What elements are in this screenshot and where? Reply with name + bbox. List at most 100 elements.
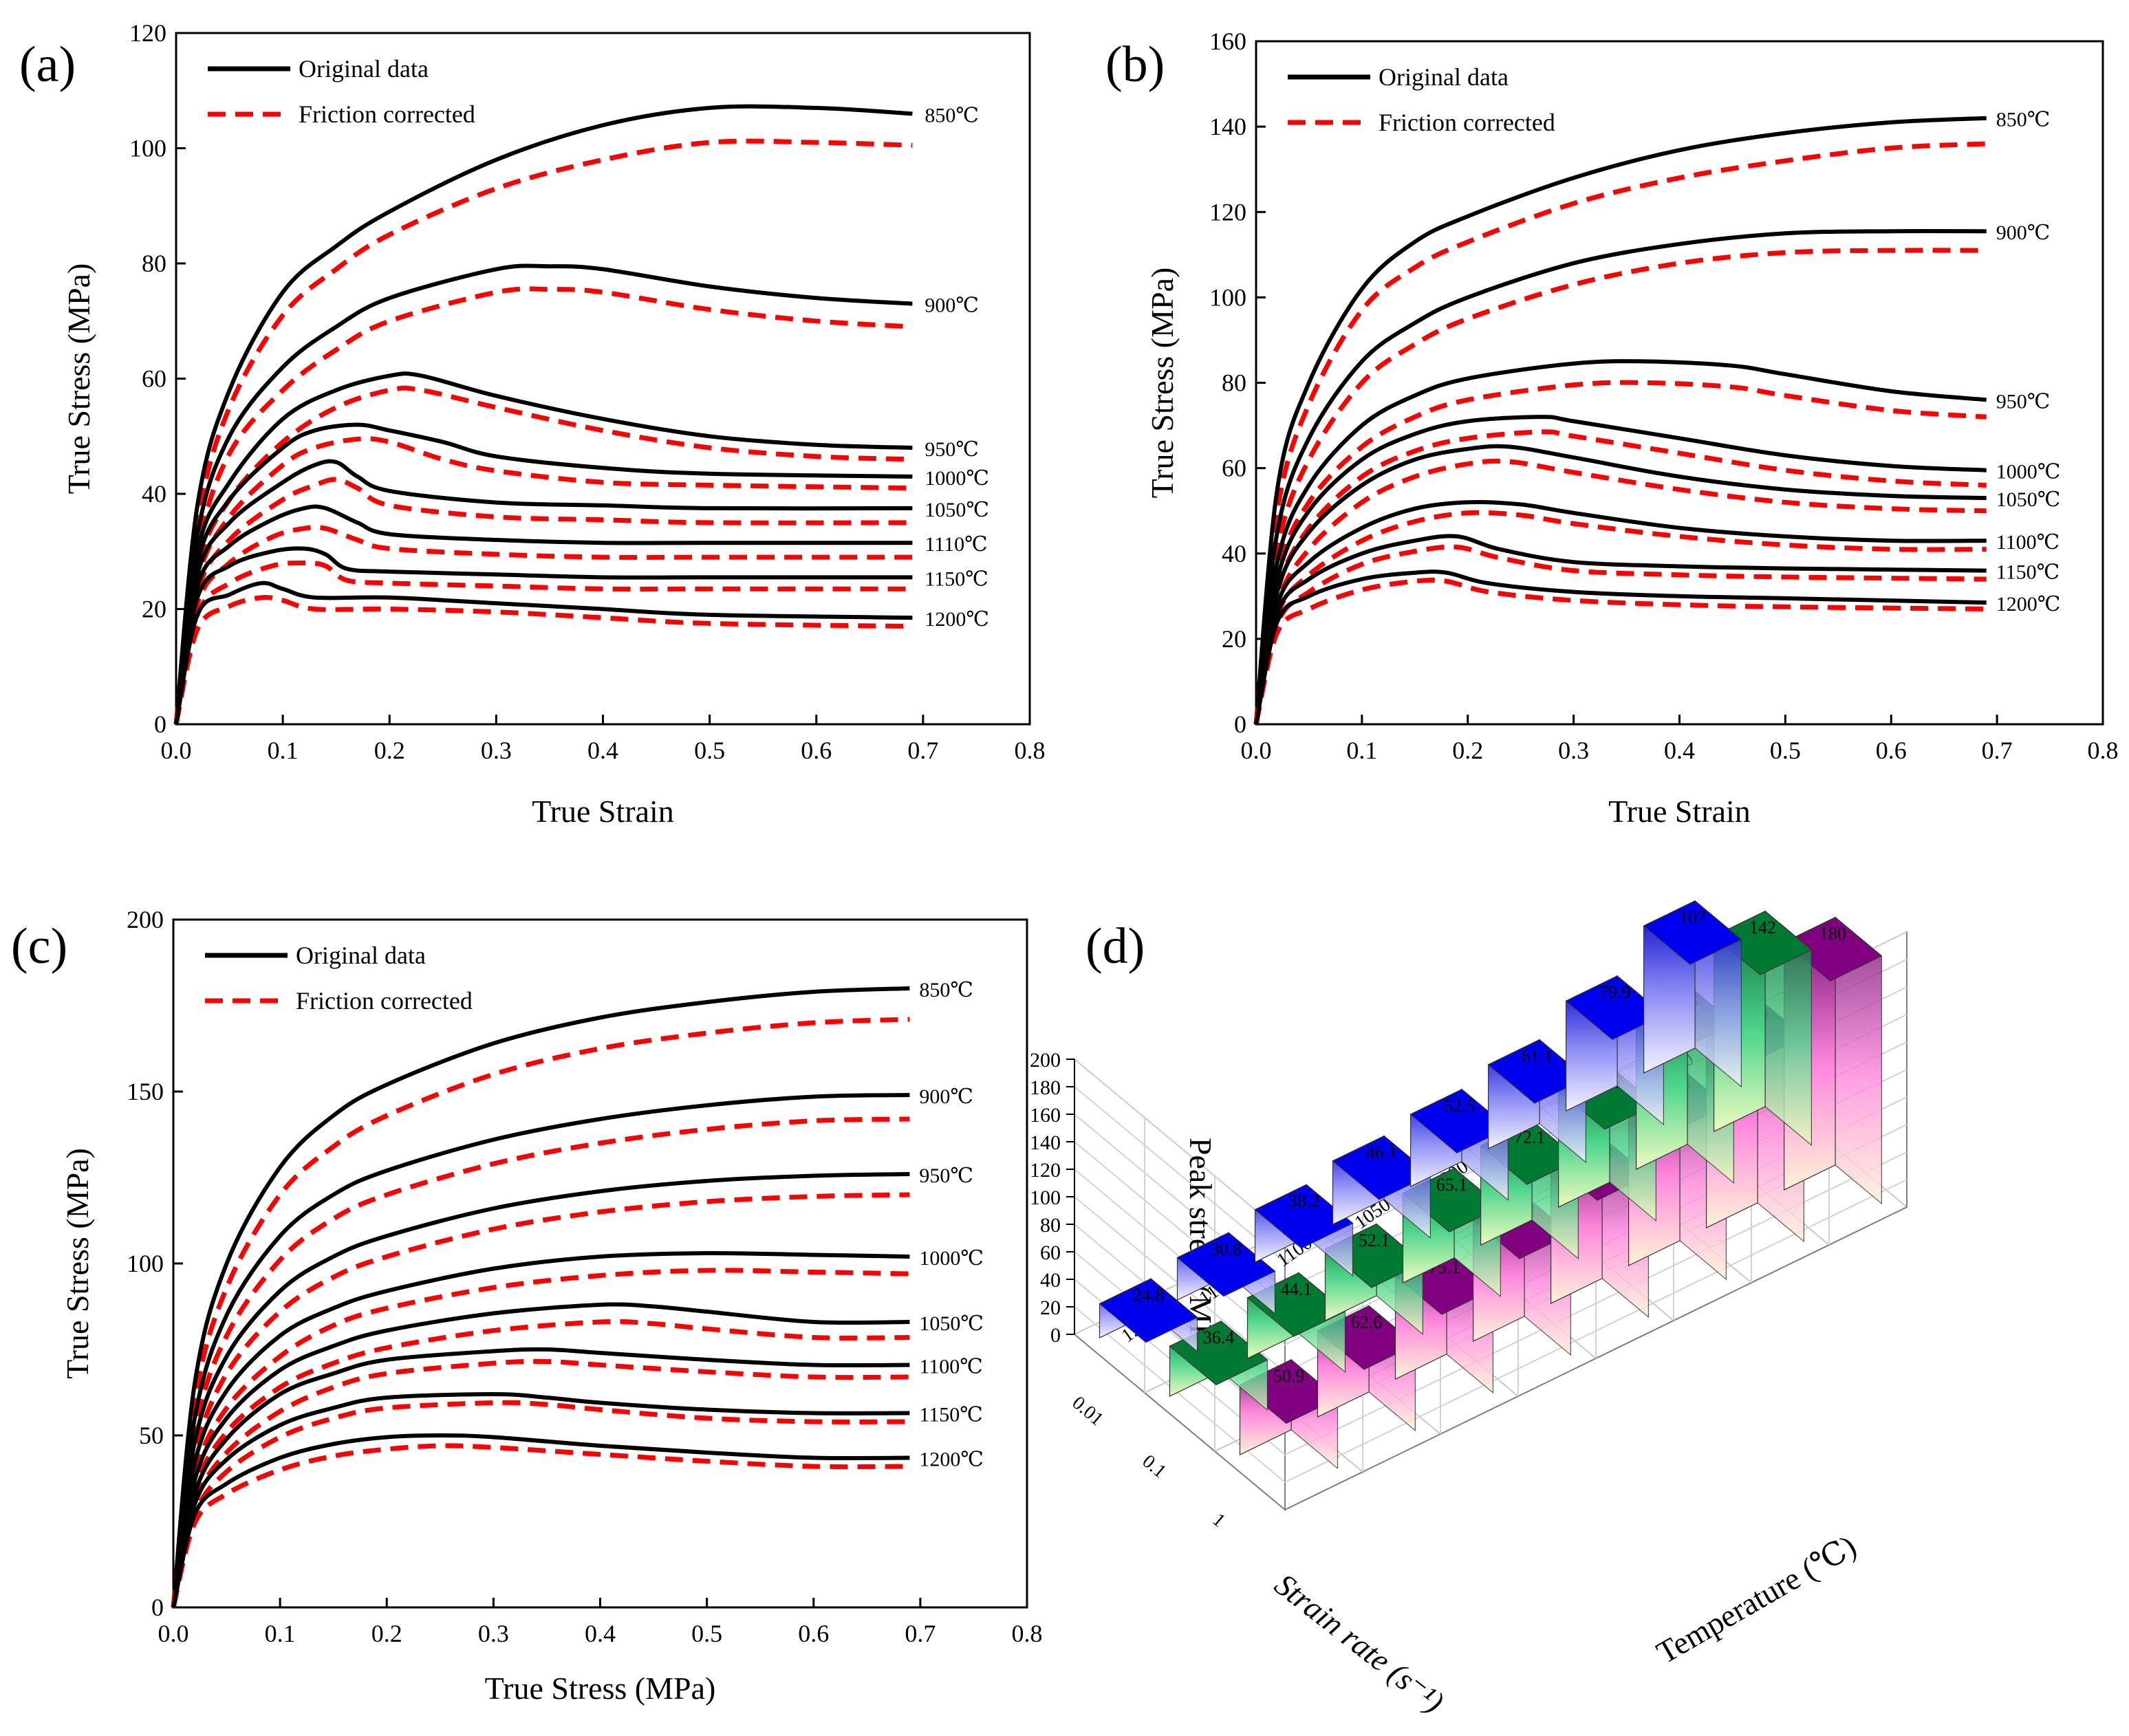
curve-friction-corrected: [171, 1319, 910, 1608]
strain-rate-tick-label: 0.01: [1068, 1392, 1107, 1430]
panel-b: (b) 0.0 0.1 0.2 0.3 0.4 0.5 0.6 0.7 0.8 0 20 40 60 80 1…: [1105, 28, 2119, 829]
curve-friction-corrected: [171, 1268, 910, 1608]
x-axis-title: True Strain: [1608, 794, 1751, 829]
y-tick-label: 50: [139, 1422, 164, 1449]
curve-friction-corrected: [1253, 248, 1987, 725]
curve-original: [171, 1433, 910, 1608]
curve-temperature-label: 950℃: [1996, 390, 2051, 413]
x-tick-label: 0.8: [1012, 1620, 1043, 1647]
y-tick-label: 40: [142, 480, 166, 508]
bar-value-label: 44.1: [1281, 1279, 1312, 1299]
panel-letter: (c): [11, 918, 67, 975]
curve-friction-corrected: [173, 138, 913, 725]
y-axis-title: True Stress (MPa): [60, 1148, 95, 1379]
y-tick-label: 80: [142, 250, 166, 277]
curve-temperature-label: 850℃: [1996, 109, 2051, 131]
x-tick-label: 0.7: [907, 737, 938, 764]
y-tick-label: 100: [1209, 283, 1246, 311]
bar-value-label: 142: [1749, 918, 1776, 937]
strain-rate-axis-title: Strain rate (s⁻¹): [1268, 1567, 1451, 1720]
curve-friction-corrected: [1253, 544, 1987, 725]
legend-friction-label: Friction corrected: [299, 100, 475, 128]
bar-value-label: 30.8: [1211, 1239, 1242, 1259]
curve-friction-corrected: [171, 1116, 910, 1608]
bar-top-face: [1176, 1232, 1276, 1297]
z-tick-label: 160: [1030, 1104, 1061, 1127]
y-tick-label: 60: [142, 365, 166, 393]
legend-friction-label: Friction corrected: [1379, 109, 1555, 136]
bar-top-face: [1713, 911, 1813, 975]
x-tick-label: 0.2: [371, 1620, 402, 1647]
curve-temperature-label: 1000℃: [925, 467, 989, 490]
y-axis-title: True Stress (MPa): [1145, 268, 1180, 499]
strain-rate-tick-label: 0.1: [1138, 1451, 1171, 1482]
bar-value-label: 36.4: [1203, 1327, 1235, 1347]
legend-original-label: Original data: [299, 55, 429, 83]
z-tick-label: 120: [1030, 1159, 1061, 1182]
y-tick-label: 160: [1209, 28, 1246, 55]
y-tick-label: 100: [127, 1250, 164, 1277]
z-tick-label: 100: [1030, 1186, 1061, 1209]
legend-friction-label: Friction corrected: [296, 987, 473, 1015]
z-tick-label: 60: [1040, 1241, 1061, 1264]
curve-friction-corrected: [173, 594, 913, 725]
curve-original: [174, 371, 913, 725]
curve-original: [1254, 444, 1987, 725]
x-tick-label: 0.0: [161, 737, 192, 764]
bar-value-label: 61.1: [1522, 1046, 1553, 1066]
y-axis-title: True Stress (MPa): [61, 263, 96, 495]
curve-original: [171, 1391, 910, 1608]
z-tick-label: 80: [1040, 1214, 1061, 1237]
curve-friction-corrected: [171, 1192, 910, 1608]
curve-original: [171, 1347, 910, 1608]
panel-letter: (b): [1105, 36, 1165, 93]
bar-value-label: 79.9: [1599, 982, 1631, 1002]
curve-friction-corrected: [171, 1400, 910, 1608]
bar-value-label: 52.5: [1444, 1096, 1476, 1116]
curve-original: [174, 459, 913, 725]
curve-temperature-label: 950℃: [925, 438, 979, 461]
curve-friction-corrected: [173, 436, 913, 725]
curve-original: [174, 546, 913, 725]
y-tick-label: 80: [1222, 369, 1246, 397]
curve-temperature-label: 900℃: [1996, 221, 2051, 244]
curve-original: [171, 1172, 910, 1608]
curve-temperature-label: 1150℃: [1996, 561, 2060, 584]
curve-original: [1254, 534, 1987, 725]
y-tick-label: 0: [154, 710, 166, 738]
x-tick-label: 0.0: [1241, 737, 1272, 764]
y-tick-label: 140: [1209, 113, 1246, 140]
curve-temperature-label: 1000℃: [1996, 461, 2061, 484]
curve-temperature-label: 1050℃: [925, 499, 989, 521]
bar-value-label: 62.6: [1351, 1312, 1383, 1332]
curve-temperature-label: 1150℃: [925, 567, 988, 590]
curve-original: [171, 1302, 910, 1608]
z-tick-label: 200: [1030, 1049, 1061, 1072]
x-tick-label: 0.2: [1452, 737, 1483, 764]
curve-friction-corrected: [1253, 577, 1987, 725]
bar-value-label: 50.9: [1273, 1366, 1305, 1386]
x-tick-label: 0.5: [1770, 737, 1801, 764]
curve-temperature-label: 1200℃: [919, 1449, 984, 1471]
y-tick-label: 0: [151, 1594, 164, 1621]
panel-a: (a) 0.0 0.1 0.2 0.3 0.4 0.5 0.6 0.7 0.8 0 20 40 60 80 1…: [19, 19, 1046, 829]
curve-original: [174, 263, 913, 725]
bar-top-face: [1783, 917, 1883, 981]
y-tick-label: 20: [142, 596, 166, 623]
curve-temperature-label: 1050℃: [1996, 488, 2061, 511]
curve-original: [171, 1093, 910, 1608]
curve-original: [174, 504, 913, 725]
x-tick-label: 0.8: [1015, 737, 1046, 764]
curve-original: [174, 581, 913, 725]
x-tick-label: 0.7: [1982, 737, 2013, 764]
legend-original-label: Original data: [1379, 63, 1509, 91]
x-tick-label: 0.6: [1876, 737, 1907, 764]
curve-original: [1254, 228, 1987, 725]
curve-friction-corrected: [1253, 429, 1987, 725]
y-tick-label: 100: [129, 135, 166, 162]
bar-value-label: 38.2: [1288, 1191, 1320, 1211]
x-tick-label: 0.4: [585, 1620, 616, 1647]
curve-friction-corrected: [173, 524, 913, 725]
curve-friction-corrected: [171, 1443, 910, 1608]
